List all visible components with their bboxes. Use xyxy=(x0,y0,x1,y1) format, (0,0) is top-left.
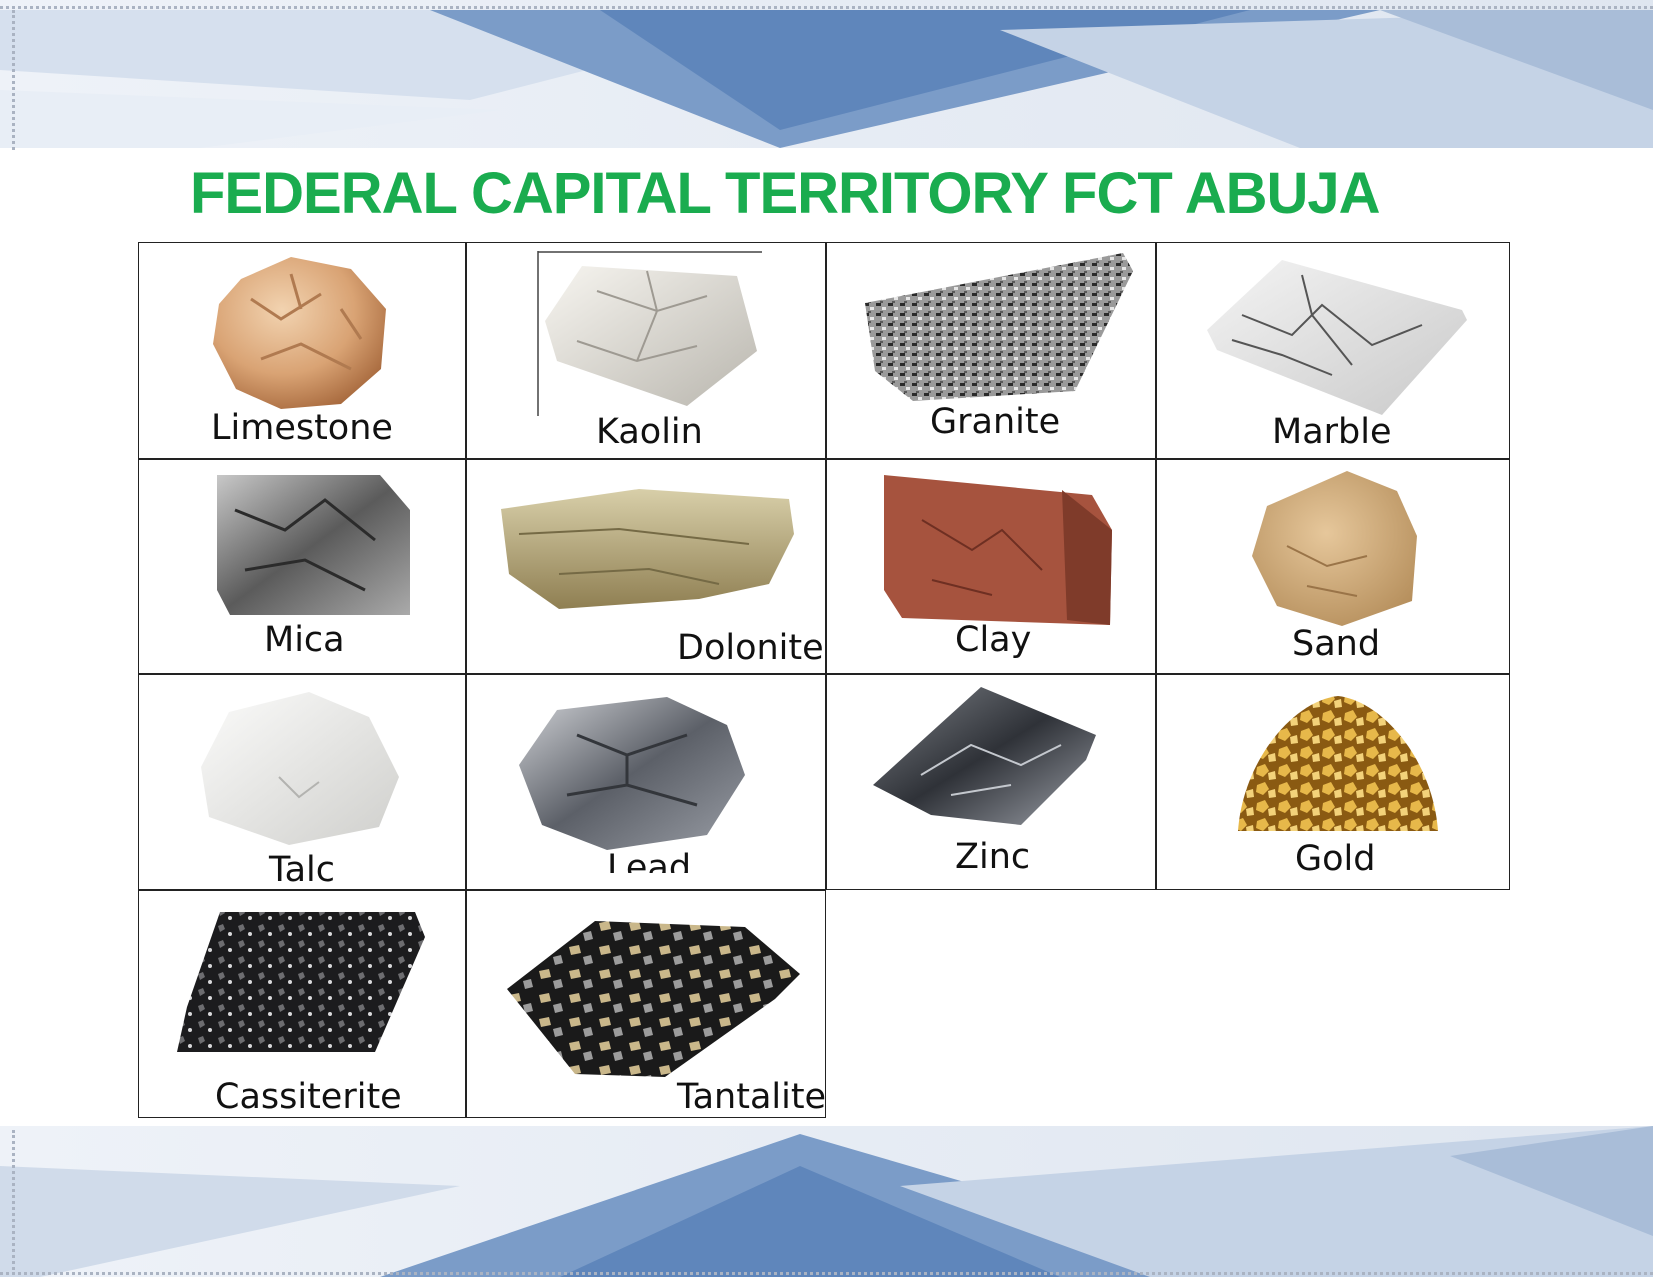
limestone-rock-icon xyxy=(213,257,386,409)
mineral-label: Mica xyxy=(264,620,345,660)
mineral-label: Zinc xyxy=(955,837,1031,877)
mineral-cell-mica: Mica xyxy=(138,459,466,674)
tantalite-rock-icon xyxy=(507,921,800,1077)
mineral-cell-granite: Granite xyxy=(826,242,1156,459)
mineral-cell-cassiterite: Cassiterite xyxy=(138,890,466,1118)
talc-rock-icon xyxy=(201,692,399,845)
mineral-label: Sand xyxy=(1292,624,1381,664)
sand-sample-icon xyxy=(1252,471,1417,626)
mineral-label: Marble xyxy=(1272,412,1392,452)
mineral-label: Talc xyxy=(269,850,336,890)
mineral-cell-gold: Gold xyxy=(1156,674,1510,890)
kaolin-rock-icon xyxy=(537,251,762,416)
mineral-cell-zinc: Zinc xyxy=(826,674,1156,890)
mineral-label: Lead xyxy=(607,851,692,873)
footer-banner xyxy=(0,1126,1653,1277)
mineral-cell-kaolin: Kaolin xyxy=(466,242,826,459)
mineral-label: Gold xyxy=(1295,839,1376,879)
mineral-cell-talc: Talc xyxy=(138,674,466,890)
mineral-cell-marble: Marble xyxy=(1156,242,1510,459)
mineral-cell-dolomite: Dolonite xyxy=(466,459,826,674)
mineral-label: Dolonite xyxy=(677,628,824,668)
gold-nuggets-icon xyxy=(1238,696,1438,831)
mineral-label: Tantalite xyxy=(677,1077,827,1117)
mineral-cell-limestone: Limestone xyxy=(138,242,466,459)
decorative-border xyxy=(0,6,1653,9)
mineral-cell-clay: Clay xyxy=(826,459,1156,674)
mineral-label: Granite xyxy=(930,402,1061,442)
decorative-border xyxy=(0,1272,1653,1275)
zinc-ore-icon xyxy=(873,687,1096,825)
mineral-label: Limestone xyxy=(211,408,393,448)
decorative-border xyxy=(12,1130,15,1270)
mineral-label: Kaolin xyxy=(596,412,703,452)
minerals-table: Limestone Kaolin Granite Marble xyxy=(138,242,1510,1118)
mineral-cell-tantalite: Tantalite xyxy=(466,890,826,1118)
granite-rock-icon xyxy=(865,253,1133,401)
clay-brick-icon xyxy=(884,475,1112,625)
lead-ore-icon xyxy=(519,697,745,850)
page-title: FEDERAL CAPITAL TERRITORY FCT ABUJA xyxy=(190,161,1381,226)
marble-rock-icon xyxy=(1207,260,1467,415)
mineral-cell-lead: Lead xyxy=(466,674,826,890)
mineral-label: Clay xyxy=(955,620,1032,660)
cassiterite-rock-icon xyxy=(177,912,425,1052)
mica-rock-icon xyxy=(217,475,410,615)
header-banner xyxy=(0,0,1653,148)
decorative-border xyxy=(12,10,15,150)
mineral-cell-sand: Sand xyxy=(1156,459,1510,674)
dolomite-rock-icon xyxy=(501,489,794,609)
mineral-label: Cassiterite xyxy=(215,1077,402,1117)
